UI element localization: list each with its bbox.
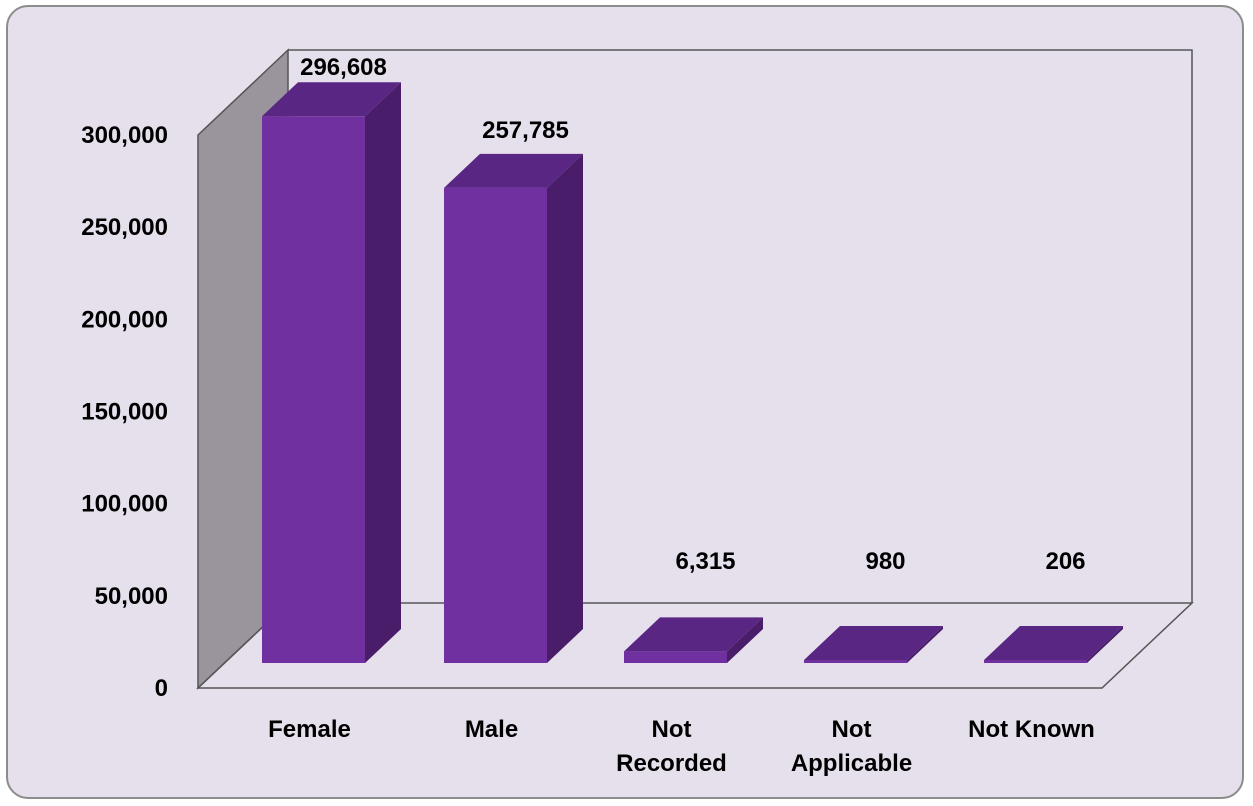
bar-top-face [444, 153, 583, 188]
x-axis-tick-labels: Female Male Not Recorded Not Applicable Not Kn… [268, 716, 1095, 777]
bar-not-known [984, 626, 1123, 663]
bar-female [262, 82, 401, 664]
bar-side-face [365, 82, 401, 664]
data-label: 980 [865, 548, 905, 575]
y-tick-label: 200,000 [81, 306, 168, 333]
bar-front-face [804, 660, 907, 663]
bar-front-face [984, 660, 1087, 663]
floor-outline [196, 602, 1194, 689]
back-wall-outline [288, 49, 1193, 603]
data-label: 6,315 [675, 548, 735, 575]
bar-side-face [1087, 626, 1123, 663]
x-tick-label: Male [465, 716, 518, 743]
y-axis-tick-labels: 0 50,000 100,000 150,000 200,000 250,000 300,0… [81, 122, 168, 702]
bar-top-face [262, 82, 401, 117]
bar-front-face [624, 651, 727, 663]
x-tick-label: Not Applicable [791, 716, 912, 777]
x-tick-label: Not Known [968, 716, 1095, 743]
bar-top-face [624, 617, 763, 652]
y-tick-label: 300,000 [81, 122, 168, 149]
y-tick-label: 100,000 [81, 491, 168, 518]
y-tick-label: 0 [155, 675, 168, 702]
y-tick-label: 50,000 [95, 583, 168, 610]
bar-side-face [727, 617, 763, 663]
bar-top-face [804, 626, 943, 660]
bar-top-face [984, 626, 1123, 660]
bar-series [262, 82, 1123, 664]
data-label: 296,608 [300, 54, 387, 81]
x-tick-label: Female [268, 716, 351, 743]
bar-front-face [262, 116, 365, 664]
data-labels: 296,608 257,785 6,315 980 206 [300, 54, 1085, 575]
bar-male [444, 153, 583, 663]
chart-frame: 0 50,000 100,000 150,000 200,000 250,000 300,0… [6, 5, 1244, 799]
data-label: 257,785 [482, 117, 569, 144]
y-tick-label: 150,000 [81, 399, 168, 426]
x-tick-label: Not Recorded [616, 716, 727, 777]
bar-not-applicable [804, 626, 943, 663]
bar-side-face [907, 626, 943, 663]
data-label: 206 [1045, 548, 1085, 575]
bar-front-face [444, 187, 547, 663]
bar-chart: 0 50,000 100,000 150,000 200,000 250,000 300,0… [81, 48, 1194, 777]
bar-side-face [547, 153, 583, 663]
y-tick-label: 250,000 [81, 214, 168, 241]
bar-not-recorded [624, 617, 763, 663]
